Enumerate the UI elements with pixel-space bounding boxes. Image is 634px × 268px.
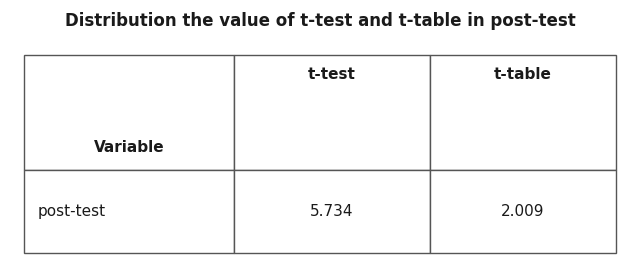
Bar (235, 55, 430, 170)
Text: t-test: t-test (308, 68, 356, 83)
Circle shape (200, 192, 269, 221)
Bar (24, 55, 235, 170)
Circle shape (254, 153, 380, 206)
Text: Variable: Variable (94, 140, 164, 155)
Text: post-test: post-test (38, 204, 106, 219)
Text: t-table: t-table (494, 68, 552, 83)
Polygon shape (226, 75, 408, 153)
Text: 5.734: 5.734 (310, 204, 354, 219)
Bar (430, 55, 616, 170)
Text: 2.009: 2.009 (501, 204, 545, 219)
Circle shape (365, 192, 434, 221)
Bar (430, 170, 616, 253)
Bar (235, 170, 430, 253)
Text: Distribution the value of t-test and t-table in post-test: Distribution the value of t-test and t-t… (65, 12, 576, 30)
Bar (24, 170, 235, 253)
